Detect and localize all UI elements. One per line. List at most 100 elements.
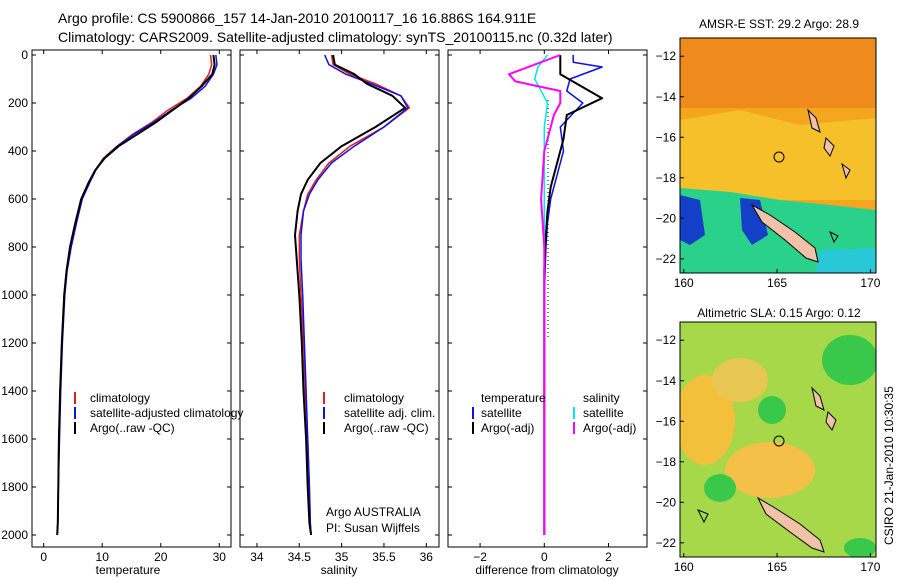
difference-panel: −2 0 2 difference from climatology tempera…: [447, 49, 648, 577]
difference-xlabel: difference from climatology: [475, 563, 618, 577]
x-tick-label: 35.5: [372, 550, 396, 564]
island-new-caledonia: [750, 203, 819, 263]
sla-green-blob-4: [844, 538, 876, 557]
sst-map-image: [680, 38, 876, 273]
x-tick-label: 0: [541, 550, 548, 564]
island-loyalty: [829, 230, 839, 244]
series-temperature-satellite: [543, 55, 603, 535]
x-tick-label: 20: [154, 550, 168, 564]
lat-tick-label: −18: [656, 455, 677, 469]
sla-float-marker: [773, 435, 785, 447]
temperature-ticks: 0 10 20 30 0 200 400 600 800 1000 1200 1400 1600 1800…: [1, 48, 231, 564]
legend-heading-temperature: temperature: [481, 391, 546, 405]
legend-swatch-temp-argo: [472, 422, 474, 434]
credit-line1: Argo AUSTRALIA: [326, 505, 421, 519]
lat-tick-label: −20: [656, 211, 677, 225]
sla-map-title: Altimetric SLA: 0.15 Argo: 0.12: [697, 306, 861, 320]
lat-tick-label: −20: [656, 495, 677, 509]
legend-label-sal-satellite: satellite: [583, 406, 624, 420]
lat-tick-label: −14: [656, 90, 677, 104]
temperature-lines: [56, 54, 218, 536]
sst-float-marker: [773, 151, 785, 163]
legend-heading-salinity: salinity: [583, 391, 620, 405]
lat-tick-label: −22: [656, 252, 677, 266]
legend-swatch-sal-argo: [573, 422, 575, 434]
credit-line2: PI: Susan Wijffels: [326, 521, 420, 535]
lon-tick-label: 160: [674, 560, 694, 574]
figure-title-line2: Climatology: CARS2009. Satellite-adjuste…: [58, 29, 613, 45]
temperature-panel: 0 10 20 30 0 200 400 600 800 1000 1200 1400 1600 1800…: [1, 48, 243, 577]
legend-swatch-satellite-adj: [323, 407, 325, 419]
y-tick-label: 1400: [1, 384, 28, 398]
legend-label-argo-raw-2: Argo(..raw -QC): [344, 421, 429, 435]
x-tick-label: 30: [213, 550, 227, 564]
y-tick-label: 1600: [1, 432, 28, 446]
series-satellite-adjusted-climatology: [56, 54, 218, 536]
legend-label-satellite-adj: satellite adj. clim.: [344, 406, 435, 420]
island-new-caledonia-sla: [756, 496, 825, 553]
legend-label-sal-argo: Argo(-adj): [583, 421, 636, 435]
lon-tick-label: 170: [860, 276, 880, 290]
sst-cyan-patch: [815, 248, 876, 273]
lat-tick-label: −14: [656, 374, 677, 388]
x-tick-label: 0: [40, 550, 47, 564]
salinity-legend: climatology satellite adj. clim. Argo(..…: [323, 391, 435, 435]
legend-swatch-temp-satellite: [472, 407, 474, 419]
legend-swatch-climatology: [74, 392, 76, 404]
series-salinity-argo-adj: [508, 54, 562, 535]
salinity-lines: [294, 54, 411, 536]
lat-tick-label: −12: [656, 49, 677, 63]
y-tick-label: 1200: [1, 336, 28, 350]
sla-yellow-blob-1: [680, 375, 735, 465]
timestamp-label: CSIRO 21-Jan-2010 10:30:35: [882, 386, 896, 545]
sla-yellow-blob-2: [725, 442, 815, 498]
legend-label-argo-raw: Argo(..raw -QC): [90, 421, 175, 435]
difference-legend: temperature satellite Argo(-adj) salinit…: [472, 391, 636, 435]
difference-lines: [508, 54, 604, 535]
island-vanuatu-sla-2: [825, 410, 837, 432]
island-vanuatu-3: [841, 162, 851, 180]
sla-map-panel: Altimetric SLA: 0.15 Argo: 0.12 160 165 17…: [656, 306, 881, 574]
figure-title-line1: Argo profile: CS 5900866_157 14-Jan-2010…: [58, 10, 536, 26]
y-tick-label: 800: [8, 240, 28, 254]
legend-swatch-climatology-2: [323, 392, 325, 404]
x-tick-label: 10: [96, 550, 110, 564]
y-tick-label: 2000: [1, 528, 28, 542]
x-tick-label: 2: [605, 550, 612, 564]
sst-map-title: AMSR-E SST: 29.2 Argo: 28.9: [699, 17, 859, 31]
series-argo-raw-qc: [294, 54, 407, 536]
lat-tick-label: −16: [656, 414, 677, 428]
lat-tick-label: −16: [656, 130, 677, 144]
legend-label-climatology: climatology: [90, 391, 150, 405]
y-tick-label: 0: [21, 48, 28, 62]
salinity-xlabel: salinity: [321, 563, 358, 577]
y-tick-label: 200: [8, 96, 28, 110]
x-tick-label: 36: [420, 550, 434, 564]
difference-ticks: −2 0 2: [448, 50, 647, 564]
sst-yellow-region: [680, 110, 876, 200]
x-tick-label: 34: [250, 550, 264, 564]
lat-tick-label: −22: [656, 536, 677, 550]
temperature-legend: climatology satellite-adjusted climatolo…: [74, 391, 243, 435]
legend-swatch-satellite-adjusted: [74, 407, 76, 419]
island-vanuatu-sla-1: [811, 386, 825, 411]
salinity-ticks: 34 34.5 35 35.5 36: [240, 50, 439, 564]
x-tick-label: −2: [473, 550, 487, 564]
legend-swatch-argo-raw: [74, 422, 76, 434]
y-tick-label: 600: [8, 192, 28, 206]
lon-tick-label: 160: [674, 276, 694, 290]
sla-map-ticks: 160 165 170 −12 −14 −16 −18 −20 −22: [656, 333, 881, 574]
legend-label-temp-argo: Argo(-adj): [481, 421, 534, 435]
island-vanuatu-2: [823, 136, 835, 158]
sst-map-panel: AMSR-E SST: 29.2 Argo: 28.9 160 165 170 −12…: [656, 17, 881, 290]
series-satellite-adj-clim: [300, 54, 409, 536]
island-small-sla: [696, 509, 709, 524]
difference-frame: [447, 49, 648, 548]
sst-map-frame: [679, 37, 877, 274]
lon-tick-label: 165: [767, 276, 787, 290]
sst-map-ticks: 160 165 170 −12 −14 −16 −18 −20 −22: [656, 49, 881, 290]
y-tick-label: 400: [8, 144, 28, 158]
series-temperature-argo-adj: [543, 55, 604, 535]
lat-tick-label: −12: [656, 333, 677, 347]
sla-green-blob-3: [704, 474, 736, 502]
